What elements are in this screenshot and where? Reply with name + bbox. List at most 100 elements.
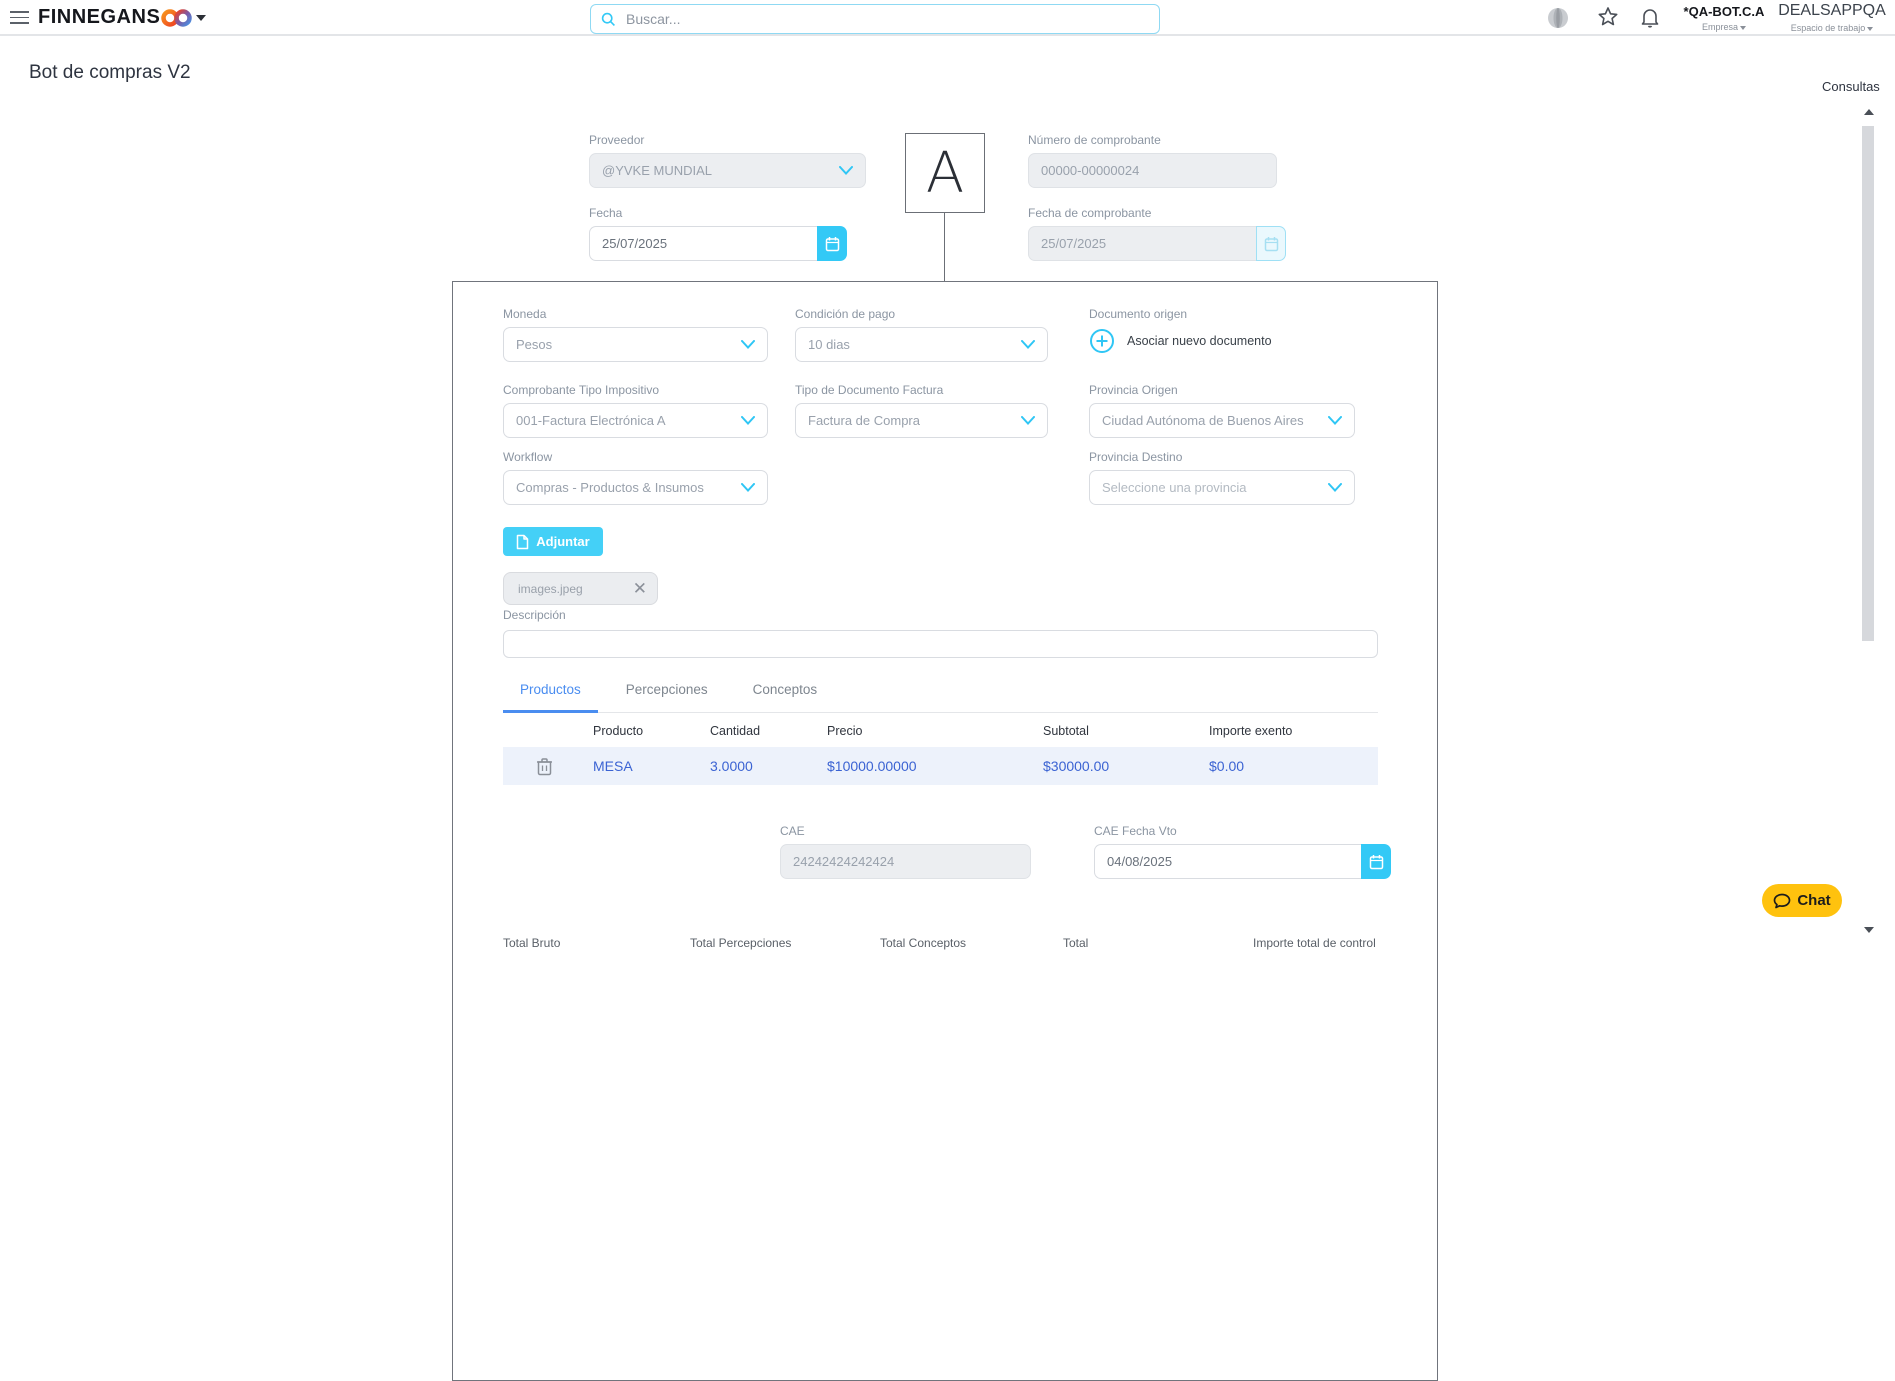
- global-search[interactable]: [590, 4, 1160, 34]
- condicion-pago-label: Condición de pago: [795, 307, 896, 321]
- adjuntar-button[interactable]: Adjuntar: [503, 527, 603, 556]
- scrollbar-thumb[interactable]: [1862, 126, 1874, 641]
- numero-comprobante-input: 00000-00000024: [1028, 153, 1277, 188]
- comprobante-tipo-impositivo-label: Comprobante Tipo Impositivo: [503, 383, 660, 397]
- cell-precio[interactable]: $10000.00000: [827, 758, 917, 774]
- totals-row: Total Bruto Total Percepciones Total Con…: [503, 936, 1403, 950]
- tab-productos[interactable]: Productos: [503, 676, 598, 713]
- total-conceptos-label: Total Conceptos: [880, 936, 967, 950]
- comprobante-tipo-impositivo-select[interactable]: 001-Factura Electrónica A: [503, 403, 768, 438]
- caret-down-icon: [1740, 25, 1746, 30]
- tab-bar: Productos Percepciones Conceptos: [503, 676, 1378, 713]
- chevron-down-icon: [1021, 416, 1035, 425]
- fecha-comprobante-calendar-button: [1256, 226, 1286, 261]
- company-role: Empresa: [1701, 22, 1738, 32]
- file-icon: [517, 534, 529, 549]
- workflow-label: Workflow: [503, 450, 553, 464]
- delete-row-trash-icon[interactable]: [536, 757, 553, 776]
- chevron-down-icon: [839, 166, 853, 175]
- col-producto: Producto: [593, 723, 644, 738]
- consultas-link[interactable]: Consultas: [1822, 79, 1880, 94]
- table-header-row: Producto Cantidad Precio Subtotal Import…: [503, 714, 1378, 747]
- table-row: MESA 3.0000 $10000.00000 $30000.00 $0.00: [503, 747, 1378, 785]
- asociar-documento-button[interactable]: Asociar nuevo documento: [1089, 328, 1369, 354]
- remove-attachment-icon[interactable]: ✕: [632, 579, 647, 598]
- chevron-down-icon: [741, 340, 755, 349]
- workflow-select[interactable]: Compras - Productos & Insumos: [503, 470, 768, 505]
- brand-caret-down-icon[interactable]: [196, 15, 206, 21]
- globe-icon[interactable]: [1545, 5, 1571, 31]
- total-percepciones-label: Total Percepciones: [690, 936, 792, 950]
- chat-bubble-icon: [1773, 893, 1791, 908]
- tipo-documento-factura-select[interactable]: Factura de Compra: [795, 403, 1048, 438]
- col-importe-exento: Importe exento: [1209, 723, 1293, 738]
- cell-cantidad[interactable]: 3.0000: [710, 758, 753, 774]
- brand-name: FINNEGANS: [38, 6, 161, 28]
- workspace-selector[interactable]: DEALSAPPQA Espacio de trabajo: [1776, 2, 1888, 33]
- proveedor-label: Proveedor: [589, 133, 645, 147]
- provincia-origen-label: Provincia Origen: [1089, 383, 1178, 397]
- page-title: Bot de compras V2: [29, 62, 191, 83]
- total-bruto-label: Total Bruto: [503, 936, 561, 950]
- chevron-down-icon: [1328, 416, 1342, 425]
- fecha-input[interactable]: 25/07/2025: [589, 226, 817, 261]
- col-cantidad: Cantidad: [710, 723, 761, 738]
- calendar-icon: [825, 236, 839, 251]
- invoice-letter-box: A: [905, 133, 985, 213]
- attachment-filename: images.jpeg: [518, 581, 583, 596]
- cae-fecha-vto-input[interactable]: 04/08/2025: [1094, 844, 1361, 879]
- chevron-down-icon: [1328, 483, 1342, 492]
- notifications-bell-icon[interactable]: [1638, 5, 1664, 31]
- company-selector[interactable]: *QA-BOT.C.A Empresa: [1678, 4, 1770, 32]
- chat-button[interactable]: Chat: [1762, 884, 1842, 917]
- descripcion-label: Descripción: [503, 608, 566, 622]
- finnegans-logo-icon: [160, 7, 194, 34]
- calendar-icon: [1369, 854, 1383, 869]
- fecha-label: Fecha: [589, 206, 623, 220]
- caret-down-icon: [1867, 26, 1874, 31]
- proveedor-select: @YVKE MUNDIAL: [589, 153, 866, 188]
- moneda-label: Moneda: [503, 307, 547, 321]
- descripcion-input[interactable]: [503, 630, 1378, 658]
- workspace-role: Espacio de trabajo: [1790, 23, 1866, 33]
- provincia-destino-select[interactable]: Seleccione una provincia: [1089, 470, 1355, 505]
- hamburger-menu-icon[interactable]: [10, 11, 29, 24]
- fecha-calendar-button[interactable]: [817, 226, 847, 261]
- calendar-icon: [1264, 236, 1278, 251]
- plus-circle-icon: [1090, 329, 1114, 353]
- scroll-up-arrow[interactable]: [1864, 109, 1874, 115]
- chevron-down-icon: [741, 483, 755, 492]
- chevron-down-icon: [741, 416, 755, 425]
- scroll-down-arrow[interactable]: [1864, 927, 1874, 933]
- importe-total-control-label: Importe total de control: [1253, 936, 1376, 950]
- tab-conceptos[interactable]: Conceptos: [752, 682, 818, 697]
- search-input[interactable]: [624, 10, 1149, 28]
- condicion-pago-select[interactable]: 10 dias: [795, 327, 1048, 362]
- numero-comprobante-label: Número de comprobante: [1028, 133, 1161, 147]
- fecha-comprobante-label: Fecha de comprobante: [1028, 206, 1152, 220]
- attachment-chip: images.jpeg ✕: [503, 572, 658, 605]
- search-icon: [601, 12, 615, 26]
- cell-importe-exento[interactable]: $0.00: [1209, 758, 1245, 774]
- fecha-comprobante-input: 25/07/2025: [1028, 226, 1256, 261]
- favorites-star-icon[interactable]: [1596, 5, 1622, 31]
- cae-fecha-vto-calendar-button[interactable]: [1361, 844, 1391, 879]
- cae-input: 24242424242424: [780, 844, 1031, 879]
- top-header: FINNEGANS: [0, 0, 1895, 36]
- cell-subtotal[interactable]: $30000.00: [1043, 758, 1110, 774]
- col-subtotal: Subtotal: [1043, 723, 1089, 738]
- col-precio: Precio: [827, 723, 863, 738]
- connector-line: [944, 213, 945, 282]
- provincia-origen-select[interactable]: Ciudad Autónoma de Buenos Aires: [1089, 403, 1355, 438]
- chevron-down-icon: [1021, 340, 1035, 349]
- tab-percepciones[interactable]: Percepciones: [625, 682, 708, 697]
- vertical-scrollbar: [1861, 95, 1876, 944]
- cell-producto[interactable]: MESA: [593, 758, 633, 774]
- moneda-select[interactable]: Pesos: [503, 327, 768, 362]
- documento-origen-label: Documento origen: [1089, 307, 1188, 321]
- total-label: Total: [1063, 936, 1089, 950]
- company-name: *QA-BOT.C.A: [1683, 4, 1765, 19]
- provincia-destino-label: Provincia Destino: [1089, 450, 1183, 464]
- cae-label: CAE: [780, 824, 805, 838]
